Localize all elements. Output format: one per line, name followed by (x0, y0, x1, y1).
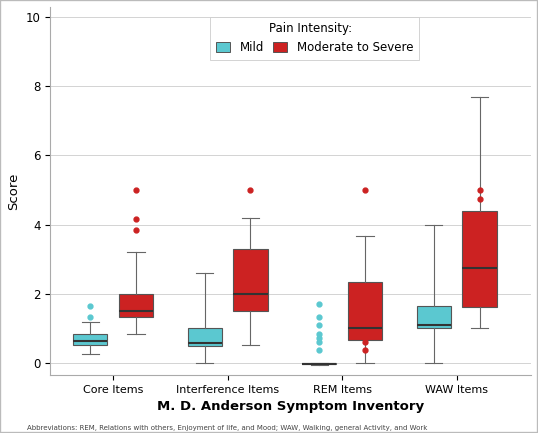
Text: Abbreviations: REM, Relations with others, Enjoyment of life, and Mood; WAW, Wal: Abbreviations: REM, Relations with other… (27, 425, 427, 431)
PathPatch shape (188, 328, 222, 346)
PathPatch shape (119, 294, 153, 317)
PathPatch shape (462, 211, 497, 307)
PathPatch shape (233, 249, 268, 311)
PathPatch shape (348, 282, 382, 339)
PathPatch shape (416, 306, 451, 328)
PathPatch shape (73, 334, 108, 346)
X-axis label: M. D. Anderson Symptom Inventory: M. D. Anderson Symptom Inventory (157, 400, 424, 413)
PathPatch shape (302, 363, 336, 365)
Y-axis label: Score: Score (7, 172, 20, 210)
Legend: Mild, Moderate to Severe: Mild, Moderate to Severe (210, 16, 419, 60)
